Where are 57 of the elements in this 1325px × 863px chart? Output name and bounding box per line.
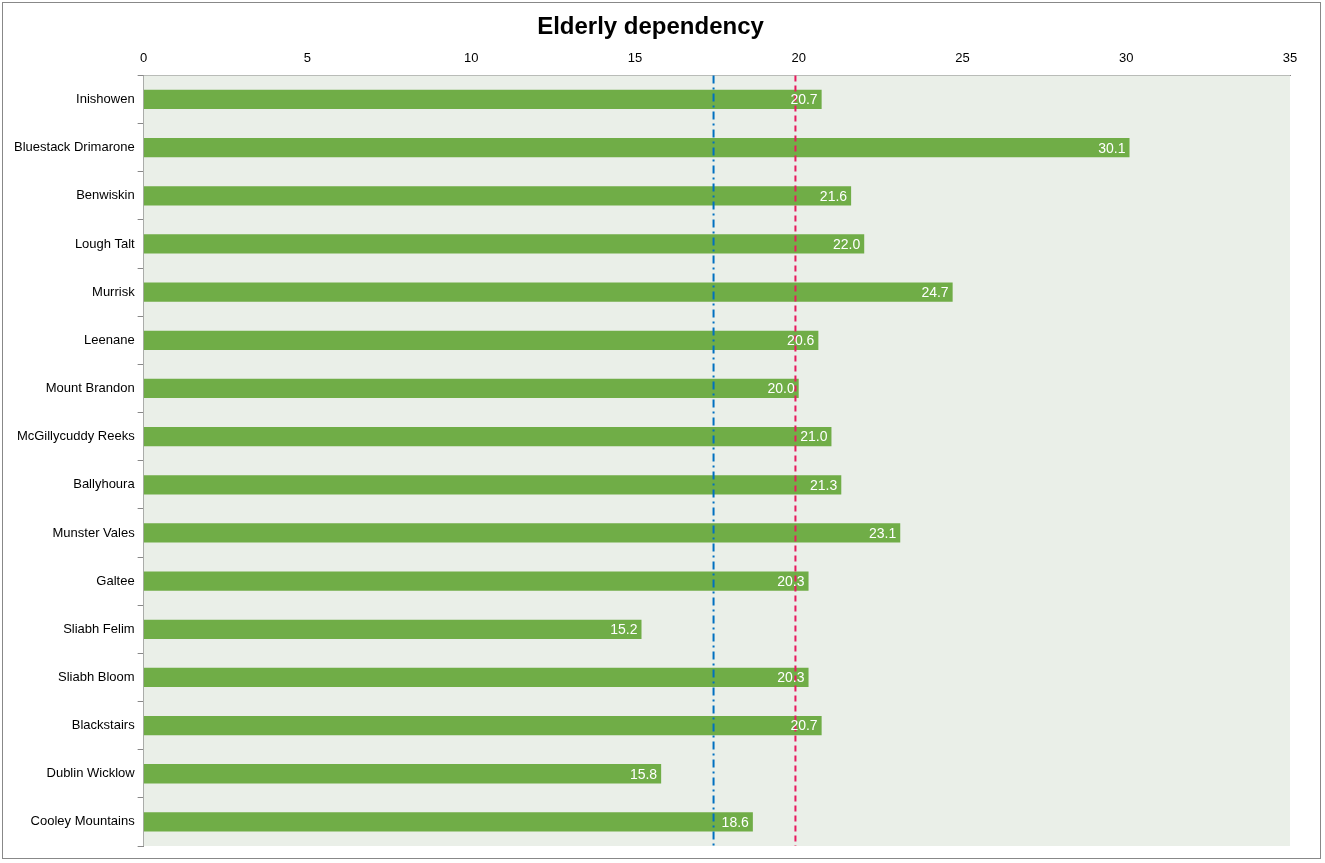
bar <box>143 89 822 110</box>
y-tick-label: Leenane <box>84 331 135 347</box>
x-tick-label: 25 <box>955 50 970 66</box>
x-tick-label: 30 <box>1119 50 1134 66</box>
data-label: 20.7 <box>790 717 818 734</box>
y-tick-label: Mount Brandon <box>45 380 135 396</box>
data-label: 23.1 <box>868 524 897 541</box>
y-tick-label: Blackstairs <box>71 717 136 733</box>
x-tick-label: 20 <box>791 50 806 66</box>
y-tick-label: Lough Talt <box>74 235 136 251</box>
bar <box>143 523 901 543</box>
x-tick-label: 15 <box>627 50 643 66</box>
bar <box>143 812 753 832</box>
bar <box>143 619 642 639</box>
x-tick-label: 35 <box>1282 50 1298 66</box>
y-tick-label: Inishowen <box>76 91 135 107</box>
bar <box>143 234 865 254</box>
chart-title: Elderly dependency <box>537 12 765 40</box>
bar <box>143 764 662 784</box>
x-tick-label: 0 <box>140 50 148 66</box>
x-tick-label: 10 <box>463 50 479 66</box>
data-label: 20.3 <box>777 572 805 589</box>
data-label: 20.6 <box>787 332 815 349</box>
y-tick-label: Sliabh Felim <box>63 620 135 636</box>
data-label: 20.3 <box>777 669 805 686</box>
y-tick-label: Bluestack Drimarone <box>14 139 135 155</box>
data-label: 24.7 <box>921 283 949 300</box>
data-label: 21.0 <box>800 428 828 445</box>
bar <box>143 138 1130 158</box>
bar <box>143 330 819 350</box>
bar <box>143 715 822 736</box>
data-label: 30.1 <box>1098 139 1126 156</box>
data-label: 20.0 <box>767 380 795 397</box>
bar <box>143 378 799 399</box>
x-tick-label: 5 <box>303 50 312 66</box>
y-tick-label: Cooley Mountains <box>30 813 136 829</box>
data-label: 22.0 <box>832 235 861 252</box>
y-tick-label: Sliabh Bloom <box>58 669 135 685</box>
bar <box>143 571 809 591</box>
bar <box>143 475 842 495</box>
bar <box>143 667 809 688</box>
y-tick-label: Ballyhoura <box>73 476 136 492</box>
data-label: 18.6 <box>721 813 750 830</box>
data-label: 21.6 <box>819 187 848 204</box>
data-label: 20.7 <box>790 91 818 108</box>
y-tick-label: Benwiskin <box>76 187 135 203</box>
bar <box>143 282 953 302</box>
y-tick-label: Galtee <box>96 572 135 588</box>
y-tick-label: Munster Vales <box>52 524 136 540</box>
y-tick-label: Dublin Wicklow <box>46 765 136 781</box>
y-tick-label: Murrisk <box>92 283 136 299</box>
data-label: 15.8 <box>629 765 658 782</box>
y-tick-label: McGillycuddy Reeks <box>16 428 136 444</box>
data-label: 15.2 <box>610 621 638 638</box>
bar <box>143 186 852 206</box>
bar <box>143 426 832 447</box>
data-label: 21.3 <box>810 476 838 493</box>
